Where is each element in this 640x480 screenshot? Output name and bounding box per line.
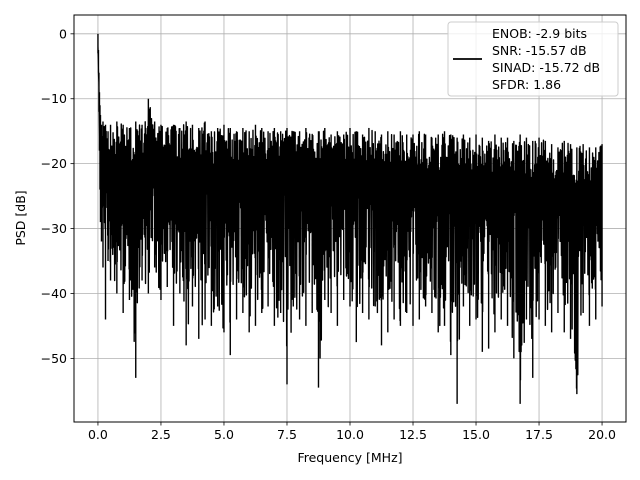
legend-snr: SNR: -15.57 dB <box>492 43 587 58</box>
legend-enob: ENOB: -2.9 bits <box>492 26 587 41</box>
y-tick-label: 0 <box>59 26 67 41</box>
legend-sfdr: SFDR: 1.86 <box>492 77 561 92</box>
y-tick-label: −30 <box>41 221 67 236</box>
x-tick-label: 17.5 <box>525 427 553 442</box>
x-tick-label: 5.0 <box>214 427 234 442</box>
y-tick-label: −10 <box>41 91 67 106</box>
legend-sinad: SINAD: -15.72 dB <box>492 60 600 75</box>
psd-trace <box>97 33 603 404</box>
x-tick-label: 7.5 <box>277 427 297 442</box>
x-tick-label: 0.0 <box>88 427 108 442</box>
legend-box <box>447 21 619 97</box>
x-tick-label: 12.5 <box>399 427 427 442</box>
x-tick-label: 2.5 <box>151 427 171 442</box>
y-tick-label: −20 <box>41 156 67 171</box>
y-axis: 0 −10 −20 −30 −40 −50 <box>41 26 74 366</box>
y-axis-label: PSD [dB] <box>13 190 28 245</box>
legend: ENOB: -2.9 bits SNR: -15.57 dB SINAD: -1… <box>447 21 619 97</box>
y-tick-label: −50 <box>41 351 67 366</box>
x-axis: 0.0 2.5 5.0 7.5 10.0 12.5 15.0 17.5 20.0 <box>88 422 616 442</box>
x-tick-label: 15.0 <box>462 427 490 442</box>
x-tick-label: 10.0 <box>336 427 364 442</box>
series-line <box>97 33 603 404</box>
x-tick-label: 20.0 <box>588 427 616 442</box>
y-tick-label: −40 <box>41 286 67 301</box>
x-axis-label: Frequency [MHz] <box>297 450 402 465</box>
